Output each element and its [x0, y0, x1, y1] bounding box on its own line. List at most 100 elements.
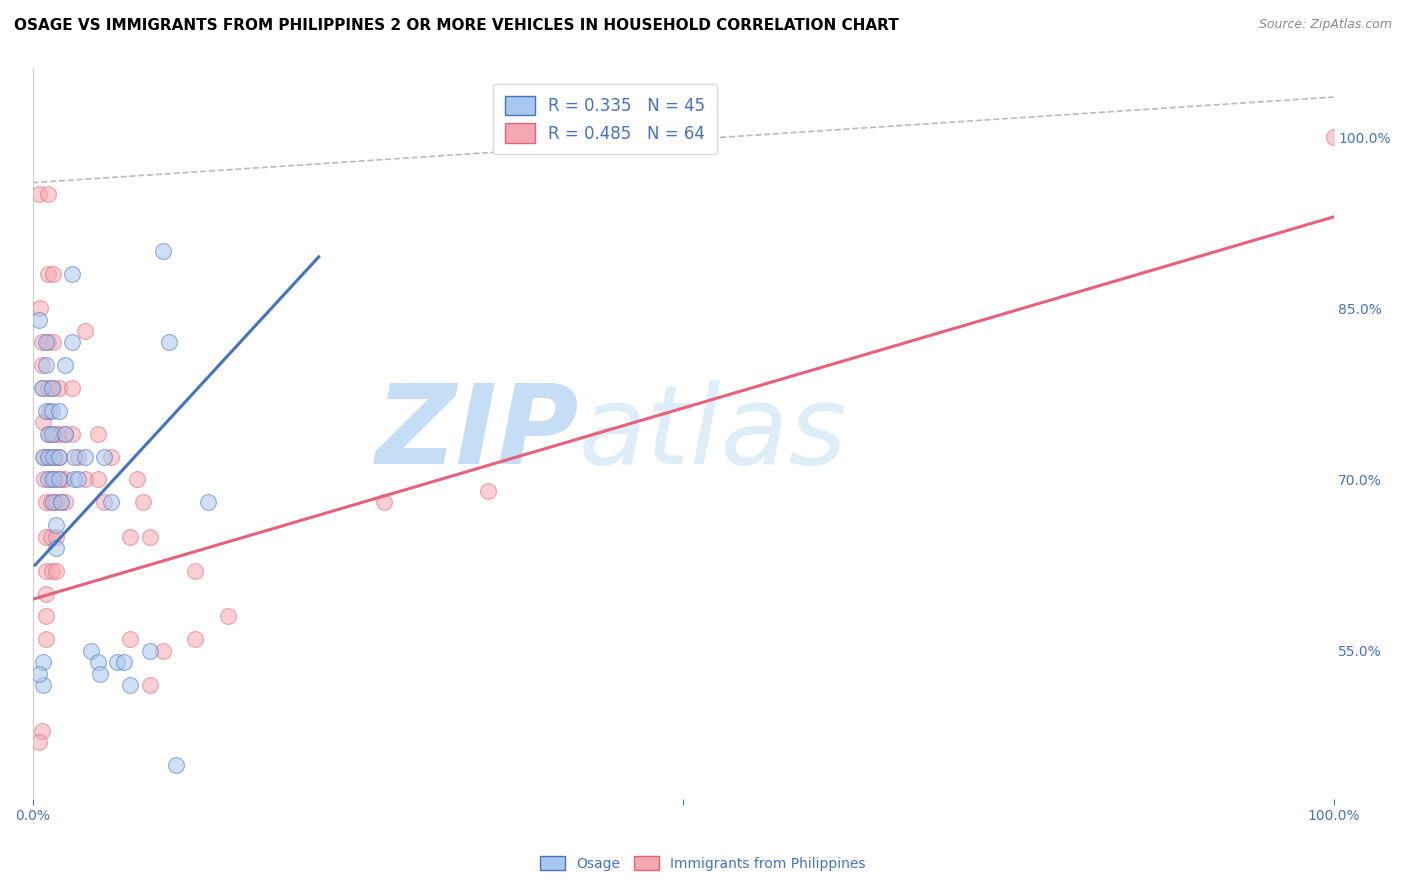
Point [34, 495, 56, 509]
Point [45, 529, 67, 543]
Point [28, 187, 51, 202]
Point [125, 473, 148, 487]
Point [32, 473, 55, 487]
Text: OSAGE VS IMMIGRANTS FROM PHILIPPINES 2 OR MORE VEHICLES IN HOUSEHOLD CORRELATION: OSAGE VS IMMIGRANTS FROM PHILIPPINES 2 O… [14, 18, 898, 33]
Point [49, 473, 72, 487]
Point [48, 473, 70, 487]
Point [32, 678, 55, 692]
Point [31, 723, 53, 738]
Text: Source: ZipAtlas.com: Source: ZipAtlas.com [1258, 18, 1392, 31]
Point [37, 426, 59, 441]
Point [48, 404, 70, 418]
Point [34, 335, 56, 350]
Point [38, 450, 60, 464]
Point [60, 267, 83, 281]
Point [184, 632, 207, 647]
Point [37, 267, 59, 281]
Point [41, 381, 63, 395]
Point [34, 359, 56, 373]
Point [89, 666, 111, 681]
Point [100, 450, 122, 464]
Point [32, 450, 55, 464]
Point [93, 450, 115, 464]
Point [157, 335, 180, 350]
Point [138, 529, 160, 543]
Point [41, 564, 63, 578]
Point [44, 450, 66, 464]
Point [49, 495, 72, 509]
Point [217, 609, 239, 624]
Point [32, 416, 55, 430]
Point [1322, 130, 1344, 145]
Point [39, 473, 62, 487]
Point [30, 301, 52, 316]
Point [45, 495, 67, 509]
Point [37, 187, 59, 202]
Point [39, 529, 62, 543]
Point [37, 381, 59, 395]
Point [42, 473, 65, 487]
Point [38, 426, 60, 441]
Point [86, 473, 108, 487]
Point [67, 473, 90, 487]
Point [31, 359, 53, 373]
Point [138, 678, 160, 692]
Point [28, 735, 51, 749]
Point [42, 267, 65, 281]
Point [39, 495, 62, 509]
Point [86, 655, 108, 669]
Text: ZIP: ZIP [375, 380, 579, 487]
Legend: Osage, Immigrants from Philippines: Osage, Immigrants from Philippines [534, 850, 872, 876]
Point [112, 655, 135, 669]
Point [45, 541, 67, 555]
Point [73, 324, 96, 338]
Point [138, 643, 160, 657]
Point [37, 335, 59, 350]
Point [41, 426, 63, 441]
Legend: R = 0.335   N = 45, R = 0.485   N = 64: R = 0.335 N = 45, R = 0.485 N = 64 [494, 84, 717, 154]
Point [42, 381, 65, 395]
Point [184, 564, 207, 578]
Text: atlas: atlas [579, 380, 848, 487]
Point [73, 450, 96, 464]
Point [60, 426, 83, 441]
Point [42, 495, 65, 509]
Point [31, 381, 53, 395]
Point [73, 473, 96, 487]
Point [48, 450, 70, 464]
Point [28, 666, 51, 681]
Point [53, 359, 76, 373]
Point [45, 518, 67, 533]
Point [132, 495, 155, 509]
Point [34, 529, 56, 543]
Point [152, 643, 174, 657]
Point [44, 426, 66, 441]
Point [93, 495, 115, 509]
Point [37, 450, 59, 464]
Point [53, 426, 76, 441]
Point [152, 244, 174, 259]
Point [63, 450, 86, 464]
Point [49, 495, 72, 509]
Point [42, 450, 65, 464]
Point [34, 564, 56, 578]
Point [48, 426, 70, 441]
Point [100, 495, 122, 509]
Point [60, 381, 83, 395]
Point [42, 335, 65, 350]
Point [165, 757, 187, 772]
Point [63, 473, 86, 487]
Point [53, 426, 76, 441]
Point [105, 655, 128, 669]
Point [477, 483, 499, 498]
Point [86, 426, 108, 441]
Point [38, 404, 60, 418]
Point [60, 335, 83, 350]
Point [41, 404, 63, 418]
Point [34, 632, 56, 647]
Point [34, 609, 56, 624]
Point [37, 473, 59, 487]
Point [34, 586, 56, 600]
Point [80, 643, 103, 657]
Point [44, 473, 66, 487]
